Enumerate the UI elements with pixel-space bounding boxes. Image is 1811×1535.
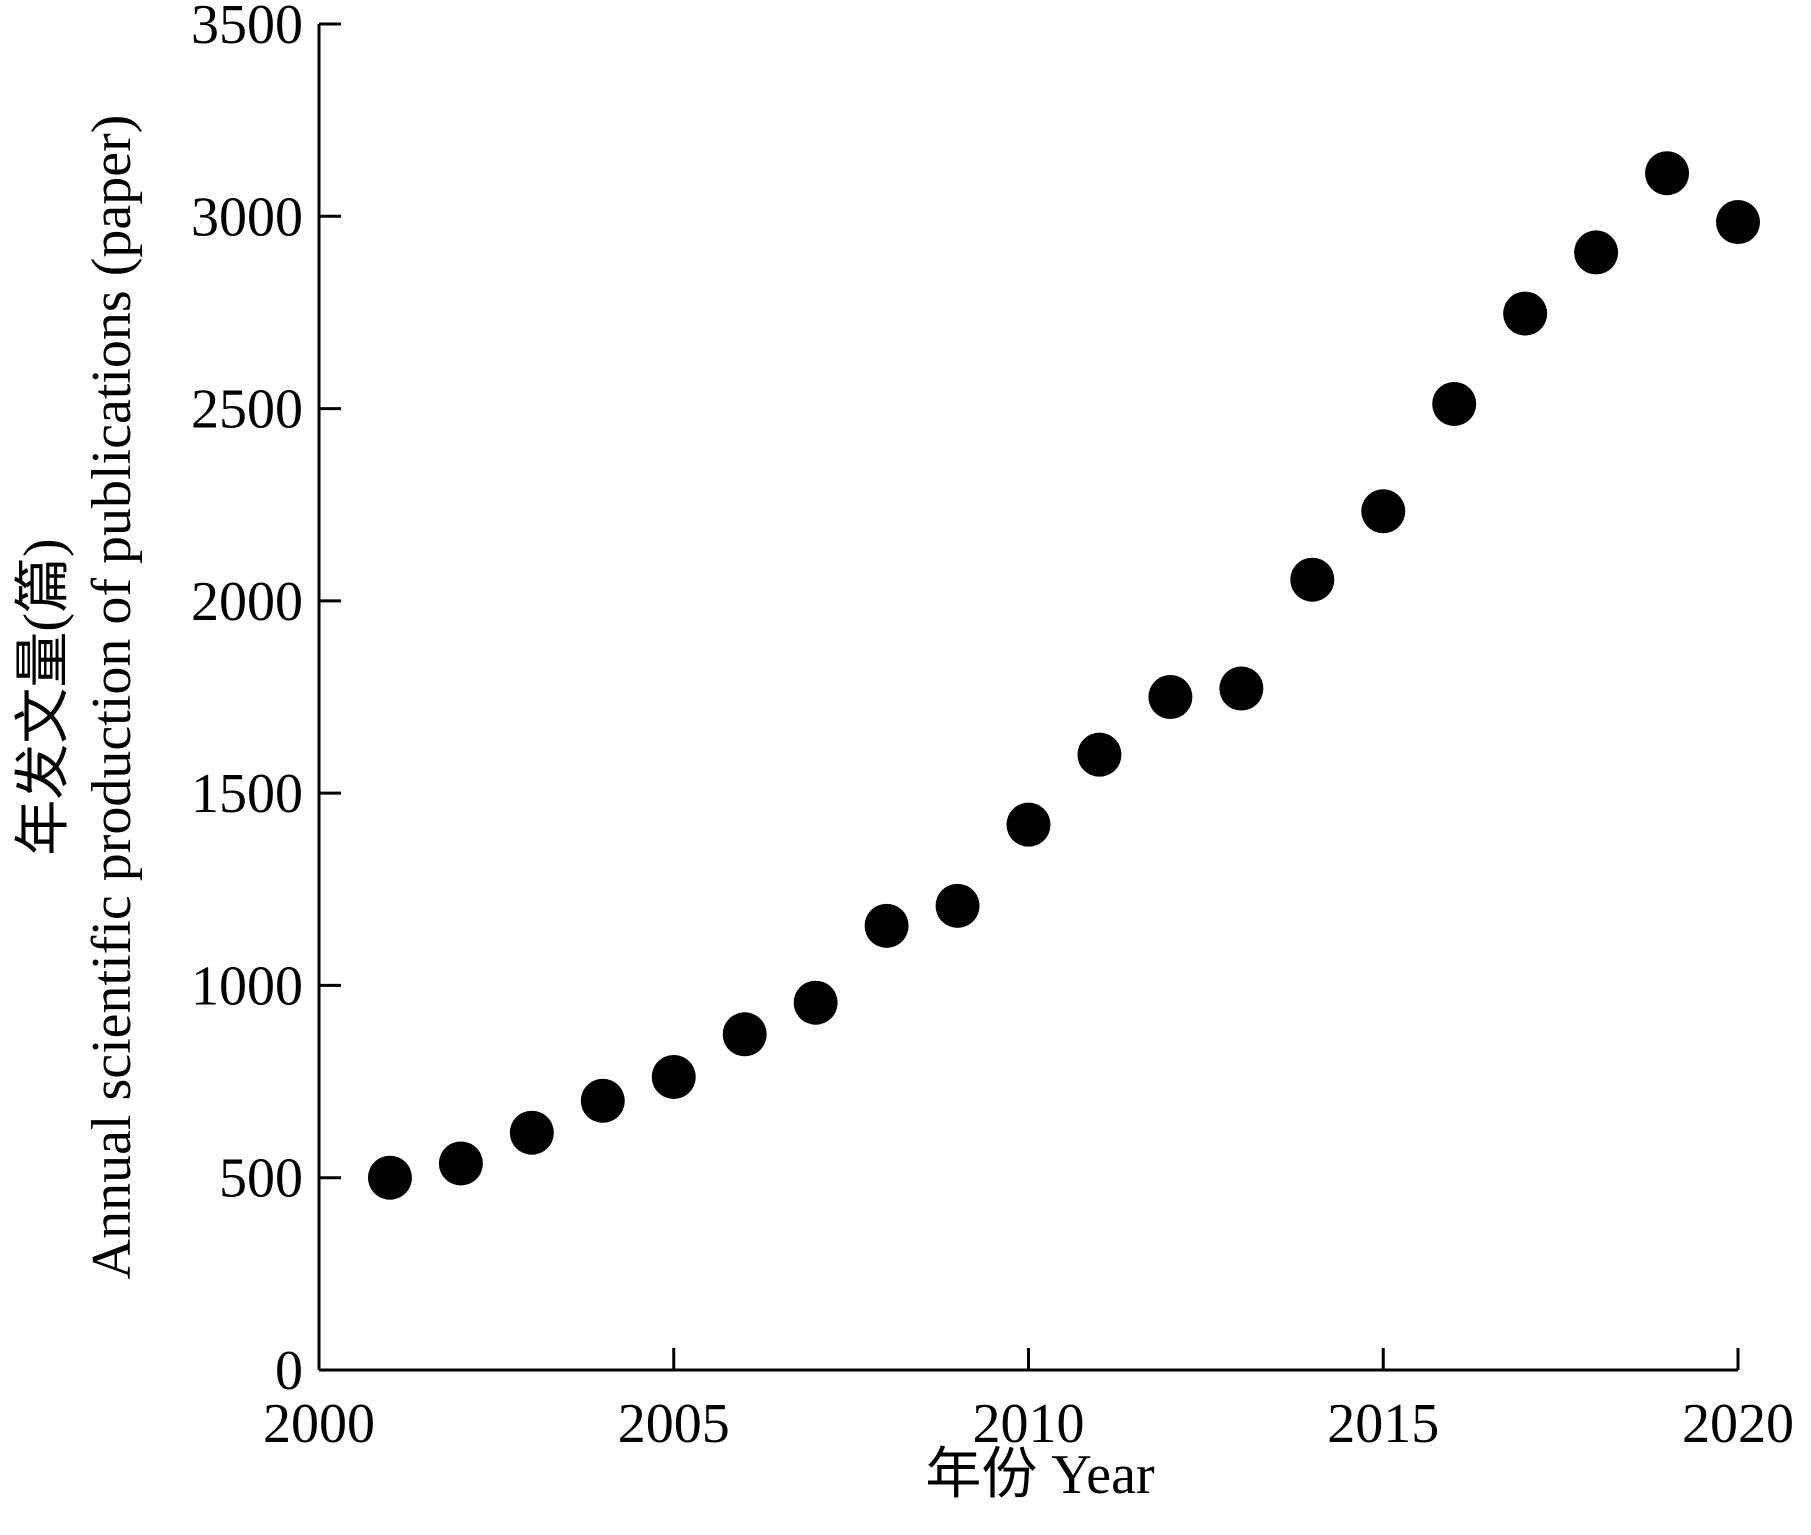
data-point	[935, 883, 980, 928]
data-point	[1290, 557, 1335, 602]
y-tick-label: 3500	[191, 0, 303, 56]
data-point	[1361, 489, 1406, 534]
data-point	[367, 1155, 412, 1200]
x-axis-title: 年份 Year	[925, 1444, 1155, 1506]
y-axis-ticks: 0 500 1000 1500 2000 2500 3000 3500	[191, 0, 341, 1402]
data-point	[438, 1141, 483, 1186]
data-point	[1219, 666, 1264, 711]
data-point	[722, 1012, 767, 1057]
data-point	[793, 980, 838, 1025]
x-axis-ticks: 2000 2005 2010 2015 2020	[263, 1348, 1794, 1455]
data-point	[1503, 291, 1548, 336]
data-point	[1006, 802, 1051, 847]
y-tick-label: 0	[275, 1340, 303, 1402]
data-point	[509, 1110, 554, 1155]
y-tick-label: 1000	[191, 955, 303, 1017]
data-point	[1077, 732, 1122, 777]
y-tick-label: 500	[219, 1148, 303, 1210]
data-points	[367, 151, 1760, 1200]
y-axis-title-chinese: 年发文量(篇)	[13, 538, 75, 855]
data-point	[1574, 230, 1619, 275]
x-tick-label: 2000	[263, 1393, 375, 1455]
data-point	[580, 1078, 625, 1123]
data-point	[864, 903, 909, 948]
y-tick-label: 3000	[191, 186, 303, 248]
x-tick-label: 2020	[1682, 1393, 1794, 1455]
data-point	[1148, 675, 1193, 719]
data-point	[1645, 151, 1690, 196]
x-tick-label: 2015	[1327, 1393, 1439, 1455]
x-tick-label: 2010	[973, 1393, 1085, 1455]
y-tick-label: 2000	[191, 571, 303, 633]
y-tick-label: 1500	[191, 763, 303, 825]
data-point	[651, 1054, 696, 1099]
data-point	[1716, 200, 1760, 245]
y-tick-label: 2500	[191, 379, 303, 441]
y-axis-title-english: Annual scientific production of publicat…	[81, 115, 143, 1280]
data-point	[1432, 381, 1477, 426]
x-tick-label: 2005	[618, 1393, 730, 1455]
